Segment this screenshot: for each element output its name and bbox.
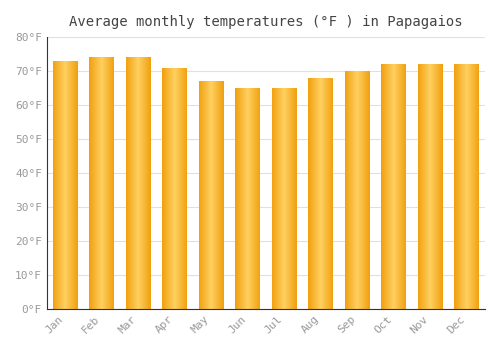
Title: Average monthly temperatures (°F ) in Papagaios: Average monthly temperatures (°F ) in Pa… — [69, 15, 462, 29]
